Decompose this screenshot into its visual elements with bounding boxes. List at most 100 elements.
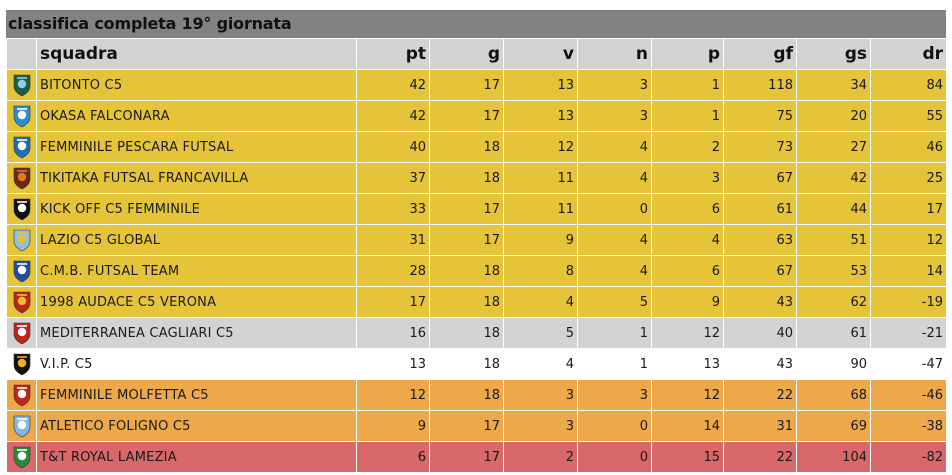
won-cell: 3 bbox=[503, 379, 578, 411]
goals-against-cell: 53 bbox=[796, 255, 871, 287]
points-cell: 12 bbox=[356, 379, 430, 411]
table-row[interactable]: 1998 AUDACE C5 VERONA 17 18 4 5 9 43 62 -19 bbox=[6, 286, 947, 318]
team-logo-cell bbox=[6, 255, 37, 287]
team-logo-cell bbox=[6, 379, 37, 411]
goal-difference-cell: -47 bbox=[870, 348, 947, 380]
header-drawn[interactable]: n bbox=[577, 38, 652, 70]
kickoff-crest-icon bbox=[12, 197, 32, 221]
table-row[interactable]: MEDITERRANEA CAGLIARI C5 16 18 5 1 12 40 61 -21 bbox=[6, 317, 947, 349]
header-lost[interactable]: p bbox=[651, 38, 724, 70]
drawn-cell: 4 bbox=[577, 224, 652, 256]
table-row[interactable]: OKASA FALCONARA 42 17 13 3 1 75 20 55 bbox=[6, 100, 947, 132]
table-row[interactable]: T&T ROYAL LAMEZIA 6 17 2 0 15 22 104 -82 bbox=[6, 441, 947, 473]
team-name-cell[interactable]: FEMMINILE MOLFETTA C5 bbox=[36, 379, 357, 411]
played-cell: 17 bbox=[429, 69, 504, 101]
table-row[interactable]: BITONTO C5 42 17 13 3 1 118 34 84 bbox=[6, 69, 947, 101]
lost-cell: 1 bbox=[651, 100, 724, 132]
drawn-cell: 4 bbox=[577, 131, 652, 163]
won-cell: 2 bbox=[503, 441, 578, 473]
goals-for-cell: 22 bbox=[723, 441, 797, 473]
drawn-cell: 3 bbox=[577, 100, 652, 132]
won-cell: 11 bbox=[503, 193, 578, 225]
played-cell: 18 bbox=[429, 379, 504, 411]
won-cell: 9 bbox=[503, 224, 578, 256]
drawn-cell: 5 bbox=[577, 286, 652, 318]
team-name-cell[interactable]: ATLETICO FOLIGNO C5 bbox=[36, 410, 357, 442]
header-played[interactable]: g bbox=[429, 38, 504, 70]
goals-against-cell: 34 bbox=[796, 69, 871, 101]
team-logo-cell bbox=[6, 193, 37, 225]
header-won[interactable]: v bbox=[503, 38, 578, 70]
team-name-cell[interactable]: FEMMINILE PESCARA FUTSAL bbox=[36, 131, 357, 163]
header-points[interactable]: pt bbox=[356, 38, 430, 70]
played-cell: 17 bbox=[429, 224, 504, 256]
lost-cell: 13 bbox=[651, 348, 724, 380]
team-name-cell[interactable]: LAZIO C5 GLOBAL bbox=[36, 224, 357, 256]
goals-against-cell: 27 bbox=[796, 131, 871, 163]
played-cell: 18 bbox=[429, 162, 504, 194]
table-row[interactable]: KICK OFF C5 FEMMINILE 33 17 11 0 6 61 44 17 bbox=[6, 193, 947, 225]
team-name-cell[interactable]: 1998 AUDACE C5 VERONA bbox=[36, 286, 357, 318]
molfetta-crest-icon bbox=[12, 383, 32, 407]
goals-against-cell: 104 bbox=[796, 441, 871, 473]
table-row[interactable]: LAZIO C5 GLOBAL 31 17 9 4 4 63 51 12 bbox=[6, 224, 947, 256]
header-team[interactable]: squadra bbox=[36, 38, 357, 70]
goal-difference-cell: -46 bbox=[870, 379, 947, 411]
standings-table: squadra pt g v n p gf gs dr BITONTO C5 42… bbox=[6, 38, 947, 473]
team-logo-cell bbox=[6, 441, 37, 473]
points-cell: 9 bbox=[356, 410, 430, 442]
table-row[interactable]: FEMMINILE PESCARA FUTSAL 40 18 12 4 2 73 27 46 bbox=[6, 131, 947, 163]
team-name-cell[interactable]: BITONTO C5 bbox=[36, 69, 357, 101]
drawn-cell: 0 bbox=[577, 193, 652, 225]
played-cell: 17 bbox=[429, 441, 504, 473]
team-name-cell[interactable]: T&T ROYAL LAMEZIA bbox=[36, 441, 357, 473]
played-cell: 17 bbox=[429, 410, 504, 442]
lost-cell: 2 bbox=[651, 131, 724, 163]
points-cell: 33 bbox=[356, 193, 430, 225]
goal-difference-cell: 12 bbox=[870, 224, 947, 256]
table-row[interactable]: V.I.P. C5 13 18 4 1 13 43 90 -47 bbox=[6, 348, 947, 380]
team-logo-cell bbox=[6, 348, 37, 380]
goal-difference-cell: -82 bbox=[870, 441, 947, 473]
lazio-eagle-icon bbox=[12, 228, 32, 252]
standings-body: BITONTO C5 42 17 13 3 1 118 34 84 OKASA FALCONARA… bbox=[6, 69, 947, 473]
team-name-cell[interactable]: V.I.P. C5 bbox=[36, 348, 357, 380]
team-name-cell[interactable]: KICK OFF C5 FEMMINILE bbox=[36, 193, 357, 225]
goals-for-cell: 73 bbox=[723, 131, 797, 163]
team-logo-cell bbox=[6, 162, 37, 194]
drawn-cell: 3 bbox=[577, 379, 652, 411]
header-goals-for[interactable]: gf bbox=[723, 38, 797, 70]
falconara-crest-icon bbox=[12, 104, 32, 128]
goals-for-cell: 63 bbox=[723, 224, 797, 256]
header-goals-against[interactable]: gs bbox=[796, 38, 871, 70]
team-name-cell[interactable]: MEDITERRANEA CAGLIARI C5 bbox=[36, 317, 357, 349]
tikitaka-crest-icon bbox=[12, 166, 32, 190]
team-logo-cell bbox=[6, 286, 37, 318]
won-cell: 4 bbox=[503, 286, 578, 318]
drawn-cell: 0 bbox=[577, 410, 652, 442]
table-row[interactable]: FEMMINILE MOLFETTA C5 12 18 3 3 12 22 68 -46 bbox=[6, 379, 947, 411]
points-cell: 16 bbox=[356, 317, 430, 349]
lost-cell: 9 bbox=[651, 286, 724, 318]
played-cell: 18 bbox=[429, 317, 504, 349]
lost-cell: 3 bbox=[651, 162, 724, 194]
team-name-cell[interactable]: OKASA FALCONARA bbox=[36, 100, 357, 132]
points-cell: 40 bbox=[356, 131, 430, 163]
standings-widget: classifica completa 19° giornata squadra… bbox=[6, 10, 947, 473]
foligno-crest-icon bbox=[12, 414, 32, 438]
table-row[interactable]: ATLETICO FOLIGNO C5 9 17 3 0 14 31 69 -38 bbox=[6, 410, 947, 442]
goal-difference-cell: 46 bbox=[870, 131, 947, 163]
team-logo-cell bbox=[6, 317, 37, 349]
lost-cell: 6 bbox=[651, 255, 724, 287]
table-row[interactable]: TIKITAKA FUTSAL FRANCAVILLA 37 18 11 4 3 67 42 2… bbox=[6, 162, 947, 194]
won-cell: 13 bbox=[503, 100, 578, 132]
team-name-cell[interactable]: C.M.B. FUTSAL TEAM bbox=[36, 255, 357, 287]
header-goal-difference[interactable]: dr bbox=[870, 38, 947, 70]
team-name-cell[interactable]: TIKITAKA FUTSAL FRANCAVILLA bbox=[36, 162, 357, 194]
table-row[interactable]: C.M.B. FUTSAL TEAM 28 18 8 4 6 67 53 14 bbox=[6, 255, 947, 287]
drawn-cell: 4 bbox=[577, 255, 652, 287]
drawn-cell: 3 bbox=[577, 69, 652, 101]
played-cell: 17 bbox=[429, 193, 504, 225]
played-cell: 18 bbox=[429, 348, 504, 380]
won-cell: 4 bbox=[503, 348, 578, 380]
